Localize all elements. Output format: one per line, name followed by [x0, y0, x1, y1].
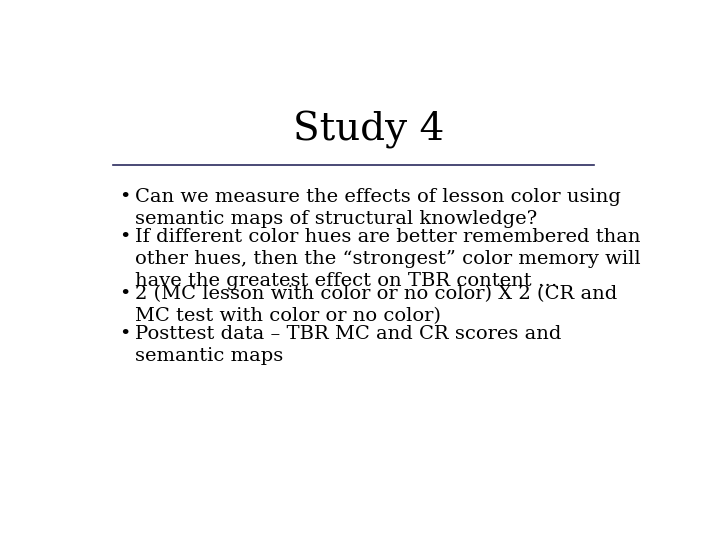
Text: •: • — [120, 285, 131, 303]
Text: Can we measure the effects of lesson color using
semantic maps of structural kno: Can we measure the effects of lesson col… — [135, 188, 621, 228]
Text: •: • — [120, 325, 131, 343]
Text: Study 4: Study 4 — [293, 111, 445, 149]
Text: •: • — [120, 188, 131, 206]
Text: If different color hues are better remembered than
other hues, then the “stronge: If different color hues are better remem… — [135, 228, 641, 291]
Text: Posttest data – TBR MC and CR scores and
semantic maps: Posttest data – TBR MC and CR scores and… — [135, 325, 562, 365]
Text: 2 (MC lesson with color or no color) X 2 (CR and
MC test with color or no color): 2 (MC lesson with color or no color) X 2… — [135, 285, 617, 325]
Text: •: • — [120, 228, 131, 246]
